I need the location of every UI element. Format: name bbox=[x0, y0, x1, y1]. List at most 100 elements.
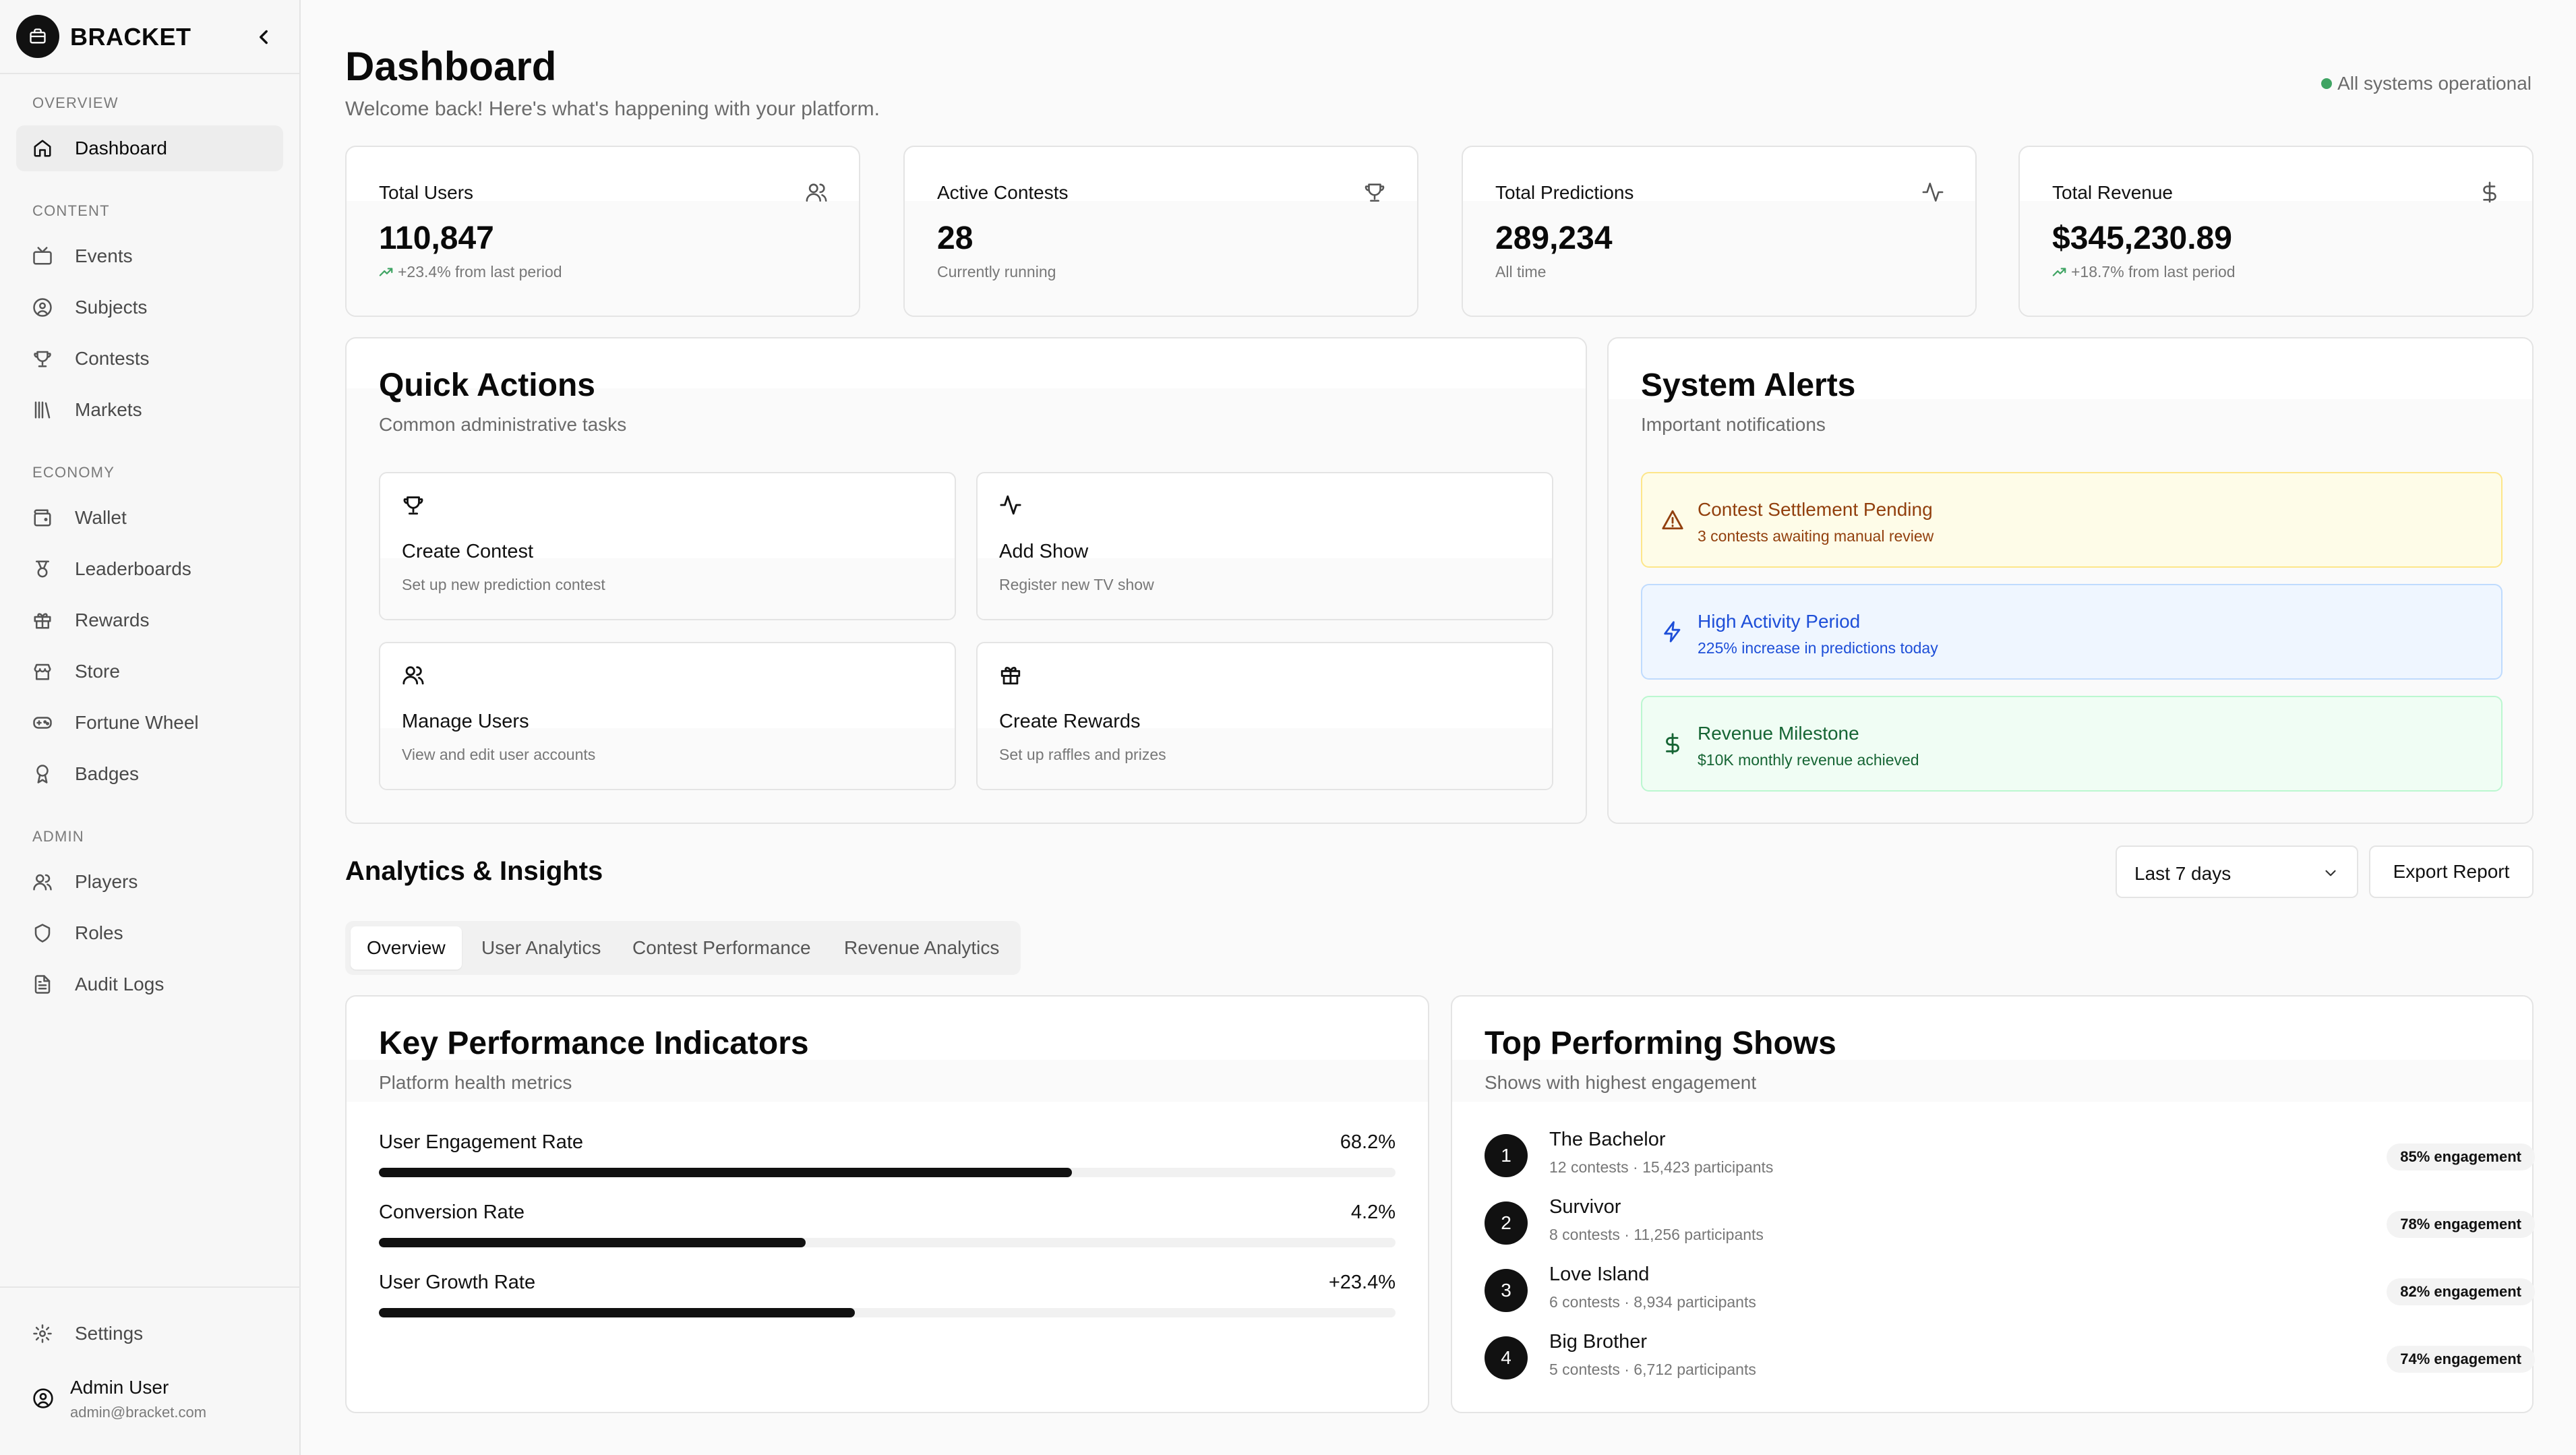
logo bbox=[16, 15, 59, 58]
export-report-button[interactable]: Export Report bbox=[2369, 845, 2534, 898]
alert-high-activity[interactable]: High Activity Period 225% increase in pr… bbox=[1641, 584, 2503, 680]
sidebar-item-label: Roles bbox=[75, 922, 123, 943]
sidebar-item-store[interactable]: Store bbox=[16, 649, 283, 694]
show-row[interactable]: 3 Love Island 6 contests · 8,934 partici… bbox=[1485, 1264, 2535, 1317]
sidebar-item-badges[interactable]: Badges bbox=[16, 751, 283, 797]
qa-title: Manage Users bbox=[402, 711, 529, 732]
rank-badge: 3 bbox=[1485, 1269, 1528, 1312]
qa-subtitle: Register new TV show bbox=[999, 576, 1154, 593]
engagement-badge: 85% engagement bbox=[2387, 1144, 2535, 1170]
sidebar-item-label: Rewards bbox=[75, 610, 150, 630]
section-overview: OVERVIEW bbox=[32, 94, 119, 111]
kpi-progress-track bbox=[379, 1168, 1396, 1177]
page-title: Dashboard bbox=[345, 44, 557, 89]
sidebar-item-subjects[interactable]: Subjects bbox=[16, 285, 283, 330]
sidebar-item-label: Leaderboards bbox=[75, 558, 191, 579]
rank-badge: 1 bbox=[1485, 1134, 1528, 1177]
sidebar-item-label: Fortune Wheel bbox=[75, 712, 199, 733]
sidebar-item-events[interactable]: Events bbox=[16, 233, 283, 279]
wallet-icon bbox=[34, 509, 51, 527]
show-row[interactable]: 1 The Bachelor 12 contests · 15,423 part… bbox=[1485, 1129, 2535, 1183]
sidebar-item-audit-logs[interactable]: Audit Logs bbox=[16, 961, 283, 1007]
sidebar-item-label: Markets bbox=[75, 399, 142, 420]
stat-sub-text: +23.4% from last period bbox=[398, 263, 562, 280]
sidebar-item-dashboard[interactable]: Dashboard bbox=[16, 125, 283, 171]
stat-sub: Currently running bbox=[937, 263, 1056, 280]
panel-subtitle: Shows with highest engagement bbox=[1485, 1072, 1757, 1093]
quick-action-create-contest[interactable]: Create Contest Set up new prediction con… bbox=[379, 472, 956, 620]
tab-overview[interactable]: Overview bbox=[351, 926, 462, 970]
qa-band bbox=[978, 558, 1552, 619]
sidebar-header: BRACKET bbox=[0, 0, 299, 74]
kpi-progress-track bbox=[379, 1308, 1396, 1317]
sidebar: BRACKET OVERVIEW Dashboard CONTENT Event… bbox=[0, 0, 301, 1455]
tab-user-analytics[interactable]: User Analytics bbox=[481, 937, 601, 958]
show-meta: 12 contests · 15,423 participants bbox=[1549, 1158, 1774, 1176]
trophy-icon bbox=[34, 351, 51, 367]
show-meta: 6 contests · 8,934 participants bbox=[1549, 1293, 1756, 1311]
trophy-icon bbox=[1365, 183, 1385, 202]
show-row[interactable]: 2 Survivor 8 contests · 11,256 participa… bbox=[1485, 1196, 2535, 1250]
panel-title: Top Performing Shows bbox=[1485, 1026, 1836, 1061]
qa-title: Add Show bbox=[999, 541, 1089, 562]
warning-icon bbox=[1662, 510, 1683, 530]
sidebar-item-markets[interactable]: Markets bbox=[16, 387, 283, 433]
quick-action-create-rewards[interactable]: Create Rewards Set up raffles and prizes bbox=[976, 642, 1553, 790]
sidebar-item-label: Badges bbox=[75, 763, 139, 784]
stat-value: 28 bbox=[937, 220, 974, 256]
qa-title: Create Rewards bbox=[999, 711, 1141, 732]
sidebar-item-leaderboards[interactable]: Leaderboards bbox=[16, 546, 283, 592]
brand-name: BRACKET bbox=[70, 23, 191, 51]
gift-icon bbox=[34, 613, 51, 629]
kpi-label: User Growth Rate bbox=[379, 1272, 536, 1293]
show-name: Survivor bbox=[1549, 1196, 1621, 1218]
card-band bbox=[1452, 1060, 2532, 1102]
qa-band bbox=[380, 728, 955, 789]
collapse-sidebar-icon[interactable] bbox=[252, 26, 275, 49]
show-meta: 5 contests · 6,712 participants bbox=[1549, 1361, 1756, 1378]
quick-action-add-show[interactable]: Add Show Register new TV show bbox=[976, 472, 1553, 620]
panel-title: System Alerts bbox=[1641, 367, 1856, 403]
alert-revenue-milestone[interactable]: Revenue Milestone $10K monthly revenue a… bbox=[1641, 696, 2503, 792]
sidebar-footer-divider bbox=[0, 1286, 301, 1288]
sidebar-item-label: Settings bbox=[75, 1323, 144, 1344]
card-band bbox=[2020, 201, 2532, 316]
page-subtitle: Welcome back! Here's what's happening wi… bbox=[345, 98, 880, 120]
alert-title: Revenue Milestone bbox=[1698, 723, 1859, 744]
quick-action-manage-users[interactable]: Manage Users View and edit user accounts bbox=[379, 642, 956, 790]
sidebar-item-roles[interactable]: Roles bbox=[16, 910, 283, 956]
zap-icon bbox=[1664, 621, 1681, 643]
sidebar-item-wallet[interactable]: Wallet bbox=[16, 495, 283, 541]
kpi-progress-fill bbox=[379, 1168, 1073, 1177]
qa-title: Create Contest bbox=[402, 541, 534, 562]
alert-subtitle: 3 contests awaiting manual review bbox=[1698, 527, 1934, 545]
sidebar-item-settings[interactable]: Settings bbox=[16, 1311, 283, 1357]
show-row[interactable]: 4 Big Brother 5 contests · 6,712 partici… bbox=[1485, 1331, 2535, 1385]
tv-icon bbox=[33, 247, 52, 265]
status-dot bbox=[2321, 78, 2333, 89]
panel-subtitle: Platform health metrics bbox=[379, 1072, 572, 1093]
activity-icon bbox=[1000, 495, 1021, 515]
gamepad-icon bbox=[33, 717, 52, 729]
user-name: Admin User bbox=[70, 1377, 169, 1398]
users-icon bbox=[402, 666, 424, 685]
qa-subtitle: Set up raffles and prizes bbox=[999, 746, 1166, 763]
stat-label: Total Users bbox=[379, 182, 474, 203]
sidebar-item-rewards[interactable]: Rewards bbox=[16, 597, 283, 643]
tab-contest-performance[interactable]: Contest Performance bbox=[632, 937, 811, 958]
dollar-icon bbox=[2483, 181, 2496, 203]
user-circle-icon bbox=[33, 1388, 53, 1408]
stat-sub: +18.7% from last period bbox=[2052, 263, 2236, 281]
rank-badge: 4 bbox=[1485, 1336, 1528, 1379]
sidebar-item-fortune-wheel[interactable]: Fortune Wheel bbox=[16, 700, 283, 746]
date-range-select[interactable]: Last 7 days bbox=[2116, 845, 2358, 898]
tab-revenue-analytics[interactable]: Revenue Analytics bbox=[844, 937, 1000, 958]
gear-icon bbox=[33, 1324, 52, 1343]
sidebar-item-players[interactable]: Players bbox=[16, 859, 283, 905]
stat-label: Total Predictions bbox=[1495, 182, 1634, 203]
stat-sub: +23.4% from last period bbox=[379, 263, 562, 281]
sidebar-item-label: Players bbox=[75, 871, 138, 892]
card-band bbox=[1463, 201, 1975, 316]
alert-contest-settlement[interactable]: Contest Settlement Pending 3 contests aw… bbox=[1641, 472, 2503, 568]
sidebar-item-contests[interactable]: Contests bbox=[16, 336, 283, 382]
